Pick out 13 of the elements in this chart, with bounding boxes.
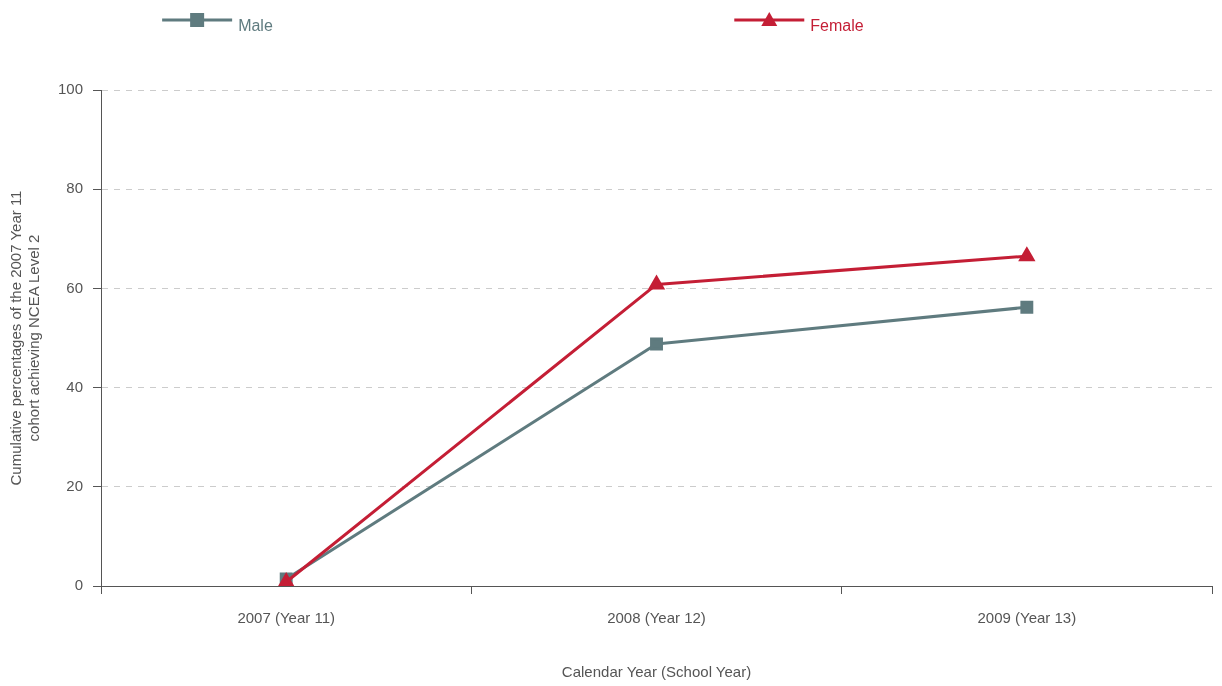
x-axis-title: Calendar Year (School Year)	[561, 663, 752, 681]
y-tick-label: 40	[66, 377, 84, 395]
x-tick-label: 2008 (Year 12)	[607, 609, 706, 627]
y-axis-title: Cumulative percentages of the 2007 Year 11 cohort achieving NCEA Level 2	[7, 190, 43, 486]
y-tick-label: 80	[66, 179, 84, 197]
y-tick-label: 20	[66, 476, 84, 494]
x-tick-label: 2007 (Year 11)	[237, 609, 335, 627]
legend-label: Male	[238, 17, 273, 35]
legend-label: Female	[810, 17, 864, 35]
x-tick-label: 2009 (Year 13)	[977, 609, 1077, 627]
y-tick-label: 0	[74, 576, 84, 594]
y-tick-label: 100	[58, 80, 84, 98]
y-tick-label: 60	[66, 278, 84, 296]
